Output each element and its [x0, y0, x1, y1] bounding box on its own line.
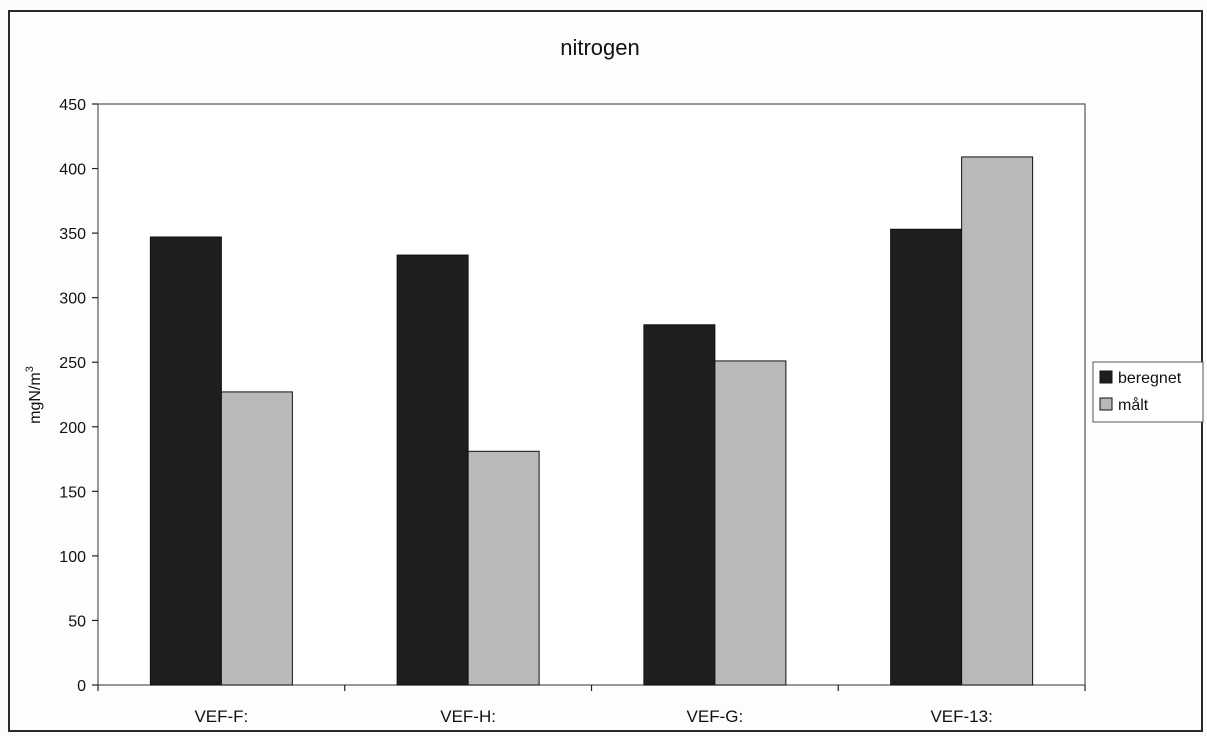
x-tick-label: VEF-13:	[930, 707, 992, 726]
y-tick-label: 0	[77, 678, 86, 695]
y-axis-label: mgN/m3	[24, 366, 44, 424]
chart-title: nitrogen	[560, 35, 640, 60]
x-axis: VEF-F: VEF-H: VEF-G: VEF-13:	[97, 685, 1086, 726]
y-tick-label: 350	[59, 226, 86, 243]
bar-målt-VEF-13:	[961, 156, 1034, 686]
legend: beregnet målt	[1092, 361, 1204, 423]
bar-beregnet-VEF-13:	[890, 228, 963, 686]
bar-målt-VEF-F:	[220, 391, 293, 686]
y-axis: 0 50 100 150 200 250 300 350 400 450	[59, 97, 98, 695]
bars	[149, 156, 1034, 686]
legend-box	[1092, 361, 1204, 423]
y-tick-label: 250	[59, 355, 86, 372]
x-tick-label: VEF-G:	[687, 707, 744, 726]
legend-swatch-beregnet	[1099, 370, 1113, 384]
legend-swatch-malt	[1099, 397, 1113, 411]
y-tick-label: 100	[59, 549, 86, 566]
bar-målt-VEF-G:	[714, 360, 787, 686]
legend-label-beregnet: beregnet	[1118, 370, 1182, 387]
legend-label-malt: målt	[1118, 396, 1149, 414]
y-axis-label-unit: mgN/m	[27, 372, 44, 424]
y-tick-label: 50	[68, 613, 86, 630]
y-tick-label: 450	[59, 97, 86, 114]
y-tick-label: 300	[59, 291, 86, 308]
y-tick-label: 200	[59, 420, 86, 437]
y-tick-label: 400	[59, 162, 86, 179]
x-tick-label: VEF-F:	[194, 707, 248, 726]
y-tick-label: 150	[59, 484, 86, 501]
bar-beregnet-VEF-F:	[149, 236, 222, 686]
bar-beregnet-VEF-G:	[643, 324, 716, 686]
y-axis-label-superscript: 3	[24, 366, 36, 372]
bar-beregnet-VEF-H:	[396, 254, 469, 686]
x-tick-label: VEF-H:	[440, 707, 496, 726]
bar-målt-VEF-H:	[467, 450, 540, 686]
